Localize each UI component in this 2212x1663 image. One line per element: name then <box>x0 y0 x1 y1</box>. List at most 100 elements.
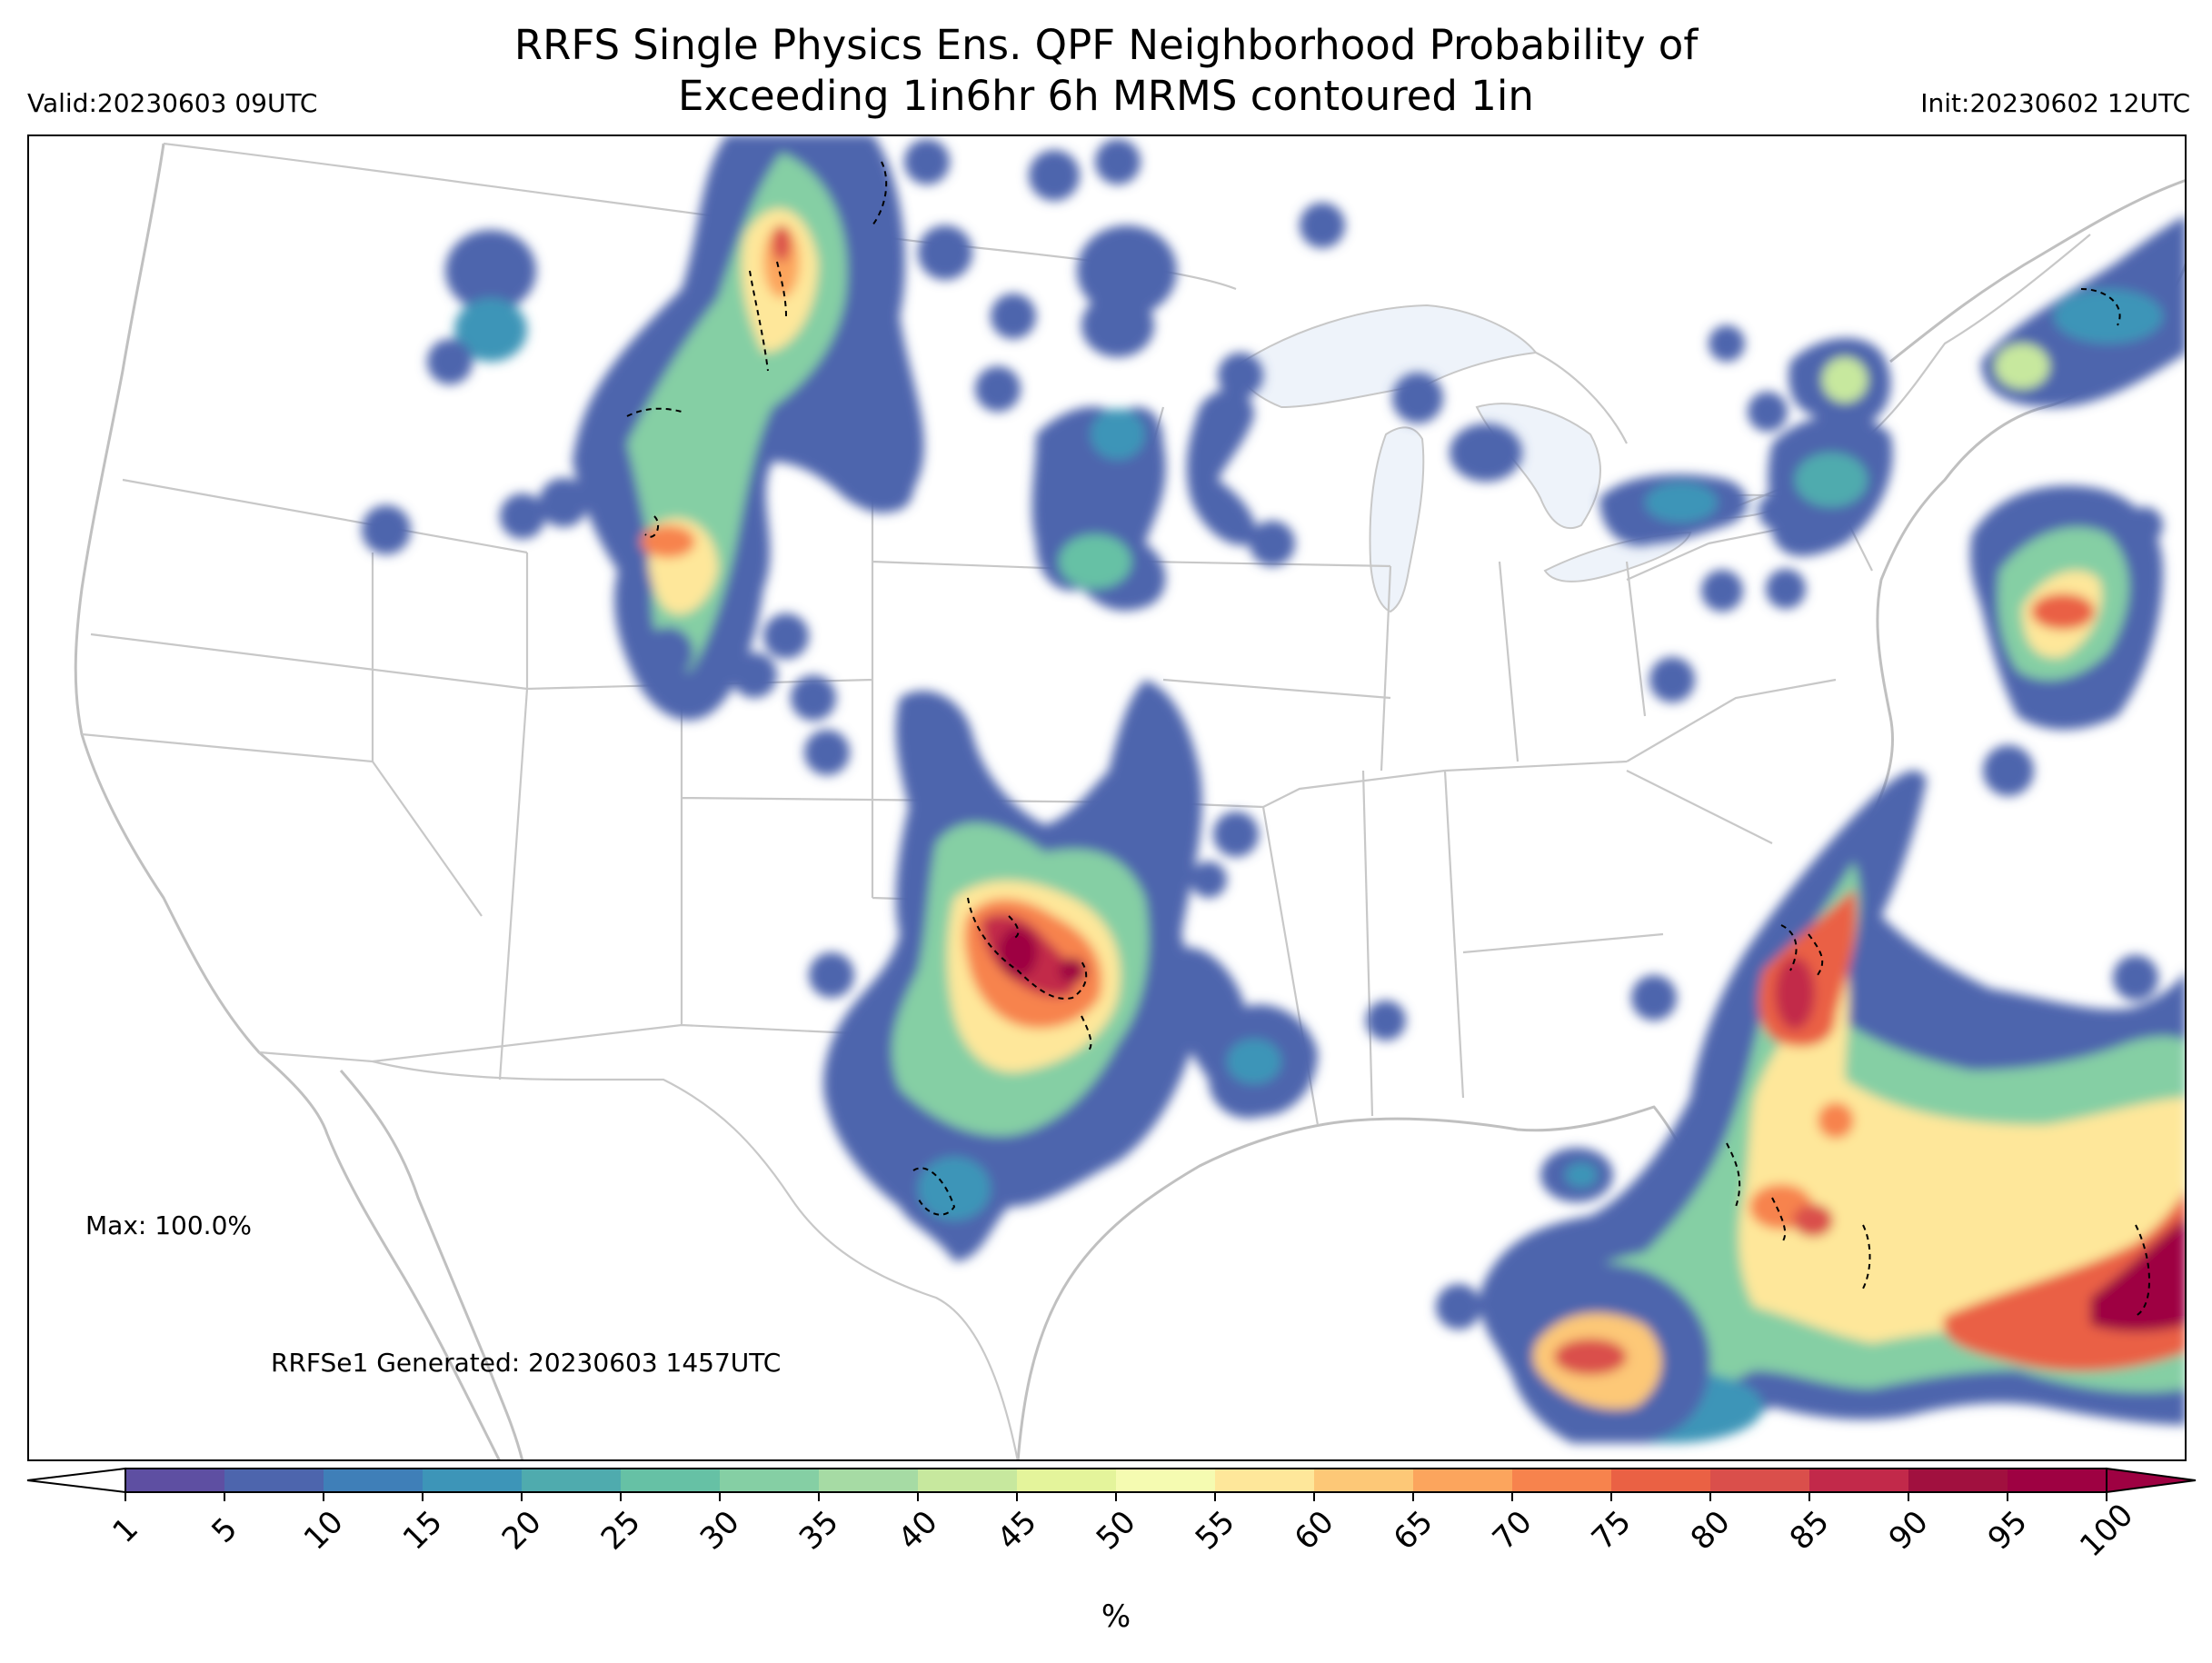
title-line-1: RRFS Single Physics Ens. QPF Neighborhoo… <box>513 21 1699 69</box>
swath-atl-2 <box>1983 745 2034 796</box>
colorbar-swatches <box>125 1469 2107 1492</box>
swath-wi <box>1392 373 1443 423</box>
swath-sd <box>868 466 913 512</box>
lake-erie <box>1543 531 1692 583</box>
colorbar-tick-label: 10 <box>297 1504 351 1558</box>
swath-vt-40 <box>1822 357 1868 403</box>
swath-maine-40 <box>1995 344 2049 389</box>
swath-ny-n <box>1748 392 1788 432</box>
swath-plains-s <box>918 1157 991 1220</box>
swath-nw-3 <box>427 339 473 384</box>
swath-se-atl <box>2113 955 2158 1001</box>
swath-pa <box>1766 569 1806 609</box>
swath-fl-85 <box>1793 1204 1833 1237</box>
swath-montana-65 <box>641 525 695 558</box>
swath-mi <box>1450 423 1522 482</box>
colorbar-unit-label: % <box>1101 1598 1131 1635</box>
colorbar-tick-label: 80 <box>1684 1504 1738 1558</box>
swath-mi-oh-15 <box>1645 483 1718 523</box>
colorbar-swatch <box>1116 1469 1216 1492</box>
colorbar-tick-label: 1 <box>105 1510 145 1550</box>
colorbar-tick-label: 95 <box>1981 1504 2035 1558</box>
chart-title: RRFS Single Physics Ens. QPF Neighborhoo… <box>0 20 2212 122</box>
swath-mn-4 <box>1081 294 1154 357</box>
swath-wy-2 <box>732 652 777 698</box>
colorbar-swatch <box>423 1469 523 1492</box>
colorbar-swatch <box>621 1469 721 1492</box>
swath-ms <box>1366 1001 1406 1041</box>
swath-ny-n2 <box>1709 325 1745 362</box>
colorbar-tick-label: 100 <box>2073 1497 2140 1564</box>
colorbar-tick-label: 55 <box>1189 1504 1242 1558</box>
lake-superior <box>1234 304 1538 409</box>
colorbar-swatch <box>720 1469 820 1492</box>
colorbar-tick-label: 35 <box>792 1504 846 1558</box>
swath-nw-2 <box>454 298 527 362</box>
colorbar-tick-label: 75 <box>1585 1504 1639 1558</box>
swath-oh <box>1701 570 1743 612</box>
colorbar-tick-label: 25 <box>594 1504 648 1558</box>
swath-atlantic-75 <box>2031 593 2095 630</box>
colorbar-swatch <box>1710 1469 1810 1492</box>
swath-ga-90 <box>1775 957 1815 1030</box>
generated-label: RRFSe1 Generated: 20230603 1457UTC <box>271 1348 782 1378</box>
swath-bahamas-95 <box>2090 1216 2187 1332</box>
observed-contours <box>626 161 2150 1317</box>
colorbar-swatch <box>1908 1469 2008 1492</box>
swath-mn-wi <box>1186 389 1257 545</box>
contour-southeast <box>1726 924 2150 1317</box>
colorbar-swatch <box>522 1469 622 1492</box>
swath-id-1 <box>500 493 545 539</box>
probability-swaths <box>362 134 2187 1443</box>
contour-maine <box>2080 288 2121 326</box>
swath-ark-15 <box>1227 1039 1281 1084</box>
swath-tx-w <box>809 952 854 998</box>
colorbar-tick-label: 70 <box>1486 1504 1539 1558</box>
colorbar-swatch <box>2008 1469 2107 1492</box>
swath-wy-1 <box>643 627 693 678</box>
colorbar-tick-label: 5 <box>204 1510 244 1550</box>
init-time-label: Init:20230602 12UTC <box>1920 88 2190 118</box>
swath-md <box>1759 493 1795 530</box>
colorbar-swatch <box>1512 1469 1612 1492</box>
swath-ny-20 <box>1795 453 1868 507</box>
colorbar-tick-label: 45 <box>991 1504 1044 1558</box>
colorbar-swatch <box>1611 1469 1711 1492</box>
colorbar-swatch <box>1314 1469 1414 1492</box>
swath-nd-1 <box>904 139 950 184</box>
colorbar-swatch <box>125 1469 225 1492</box>
swath-id-2 <box>539 478 588 527</box>
swath-ga-w <box>1631 975 1677 1021</box>
swath-ok-e <box>1191 861 1227 898</box>
swath-atl-3 <box>2127 507 2163 543</box>
swath-nd-3 <box>991 294 1036 339</box>
swath-plains-100 <box>998 927 1038 978</box>
swath-fl-70b <box>1818 1102 1854 1139</box>
swath-sd-ne-15 <box>1091 409 1145 460</box>
swath-co-1 <box>763 613 809 659</box>
swath-nd-2 <box>918 225 972 280</box>
swath-mn-2 <box>1095 139 1141 184</box>
colorbar-tick-label: 65 <box>1387 1504 1440 1558</box>
swath-gulf-sw <box>1436 1284 1481 1329</box>
swath-ark-la <box>1169 947 1318 1119</box>
swath-gulf-w15 <box>1565 1162 1598 1188</box>
max-value-label: Max: 100.0% <box>85 1210 252 1240</box>
swath-mn-5 <box>1218 353 1263 398</box>
swath-nw-1 <box>445 230 536 312</box>
colorbar-tick-label: 85 <box>1783 1504 1837 1558</box>
swath-montana-85 <box>772 225 791 262</box>
us-mexico-border <box>258 1051 1020 1461</box>
colorbar-swatch <box>819 1469 919 1492</box>
colorbar-swatch <box>1413 1469 1513 1492</box>
contour-canada <box>872 161 888 226</box>
colorbar: 1 5 10 15 20 25 30 35 40 45 50 55 60 65 70 75 80 85 90 95 10… <box>26 1467 2197 1635</box>
swath-ontario <box>1300 203 1345 248</box>
contour-texas <box>912 1167 956 1216</box>
swath-mn-1 <box>1029 150 1080 201</box>
swath-wv <box>1649 657 1695 702</box>
colorbar-swatch <box>1215 1469 1315 1492</box>
swath-mn-3 <box>1077 225 1177 316</box>
baja-gulf-coast <box>339 1070 524 1461</box>
colorbar-tick-label: 90 <box>1882 1504 1936 1558</box>
